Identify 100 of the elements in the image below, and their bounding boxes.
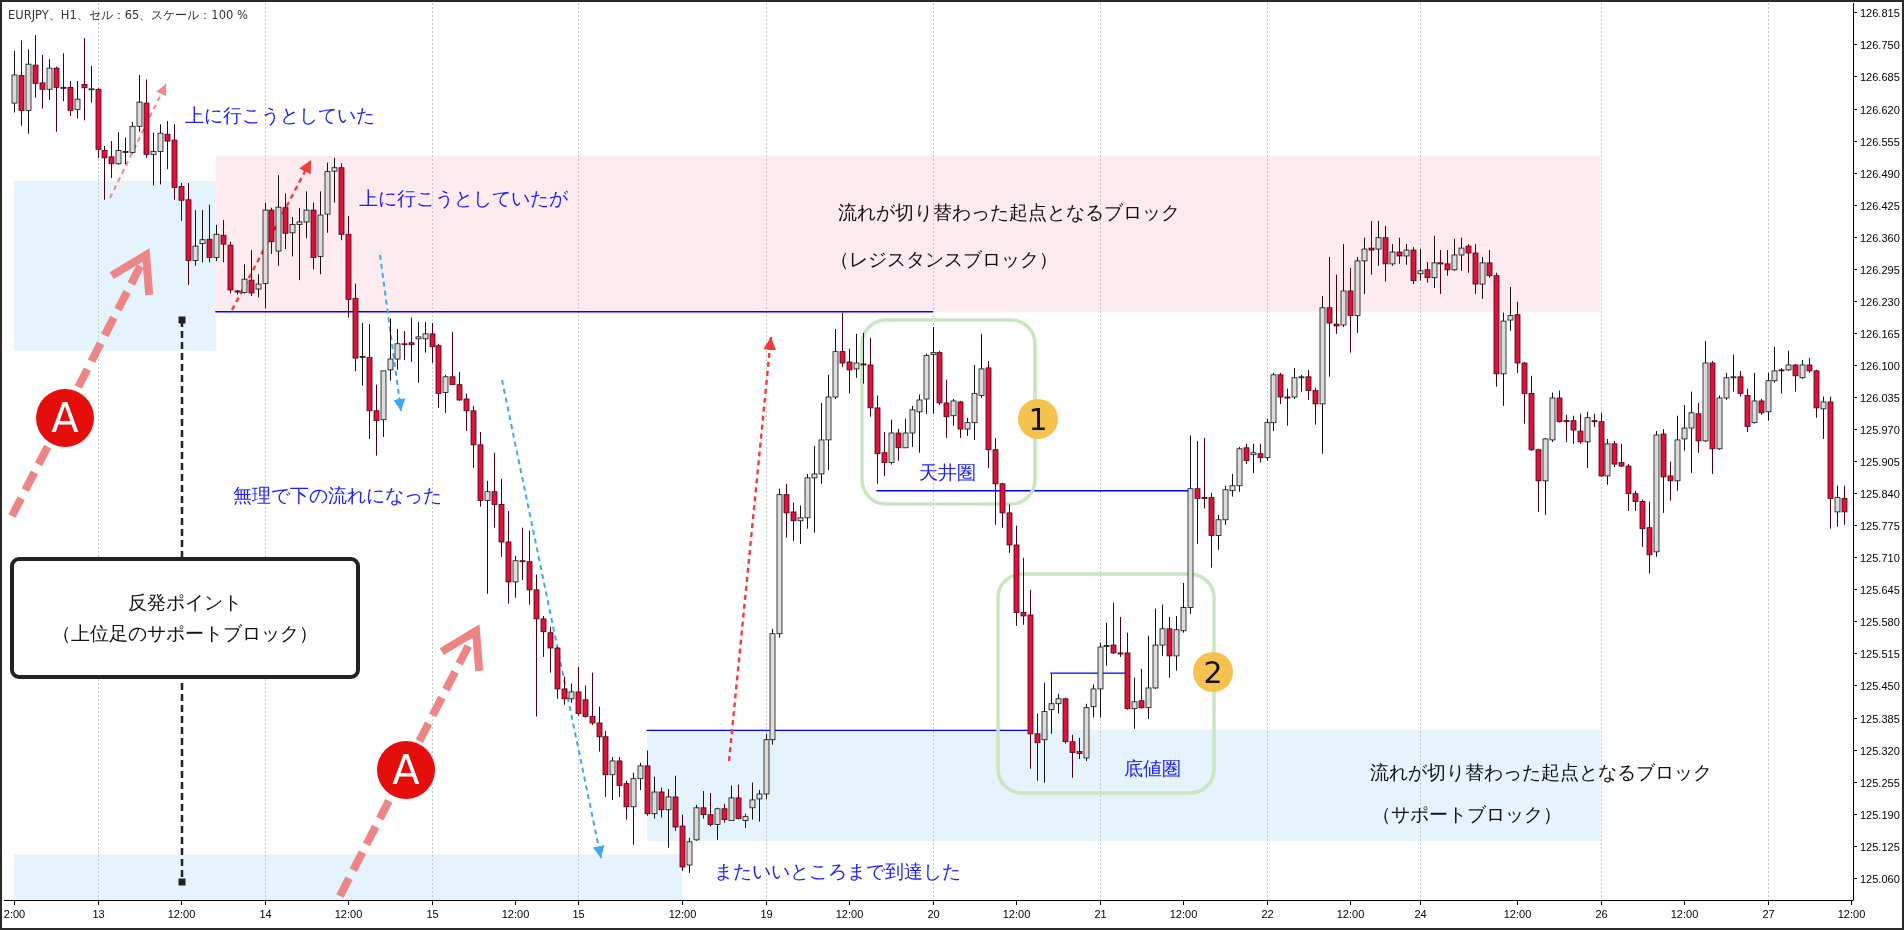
- candlestick: [686, 837, 693, 874]
- y-tick-label: 126.555: [1860, 135, 1900, 148]
- annotation: またいいところまで到達した: [714, 860, 961, 882]
- y-tick-label: 125.450: [1860, 679, 1900, 692]
- y-tick-label: 125.385: [1860, 712, 1900, 725]
- x-tick-label: 19: [760, 908, 773, 920]
- candlestick: [1389, 243, 1396, 267]
- y-tick-label: 126.035: [1860, 391, 1900, 404]
- candlestick: [192, 209, 199, 267]
- candlestick: [1417, 248, 1424, 282]
- annotation: （サポートブロック）: [1372, 803, 1562, 825]
- annotation: 反発ポイント: [128, 591, 242, 613]
- candlestick: [213, 224, 220, 262]
- y-tick-label: 125.190: [1860, 808, 1900, 821]
- candlestick: [1431, 235, 1438, 289]
- y-tick-label: 126.815: [1860, 6, 1900, 19]
- candlestick: [88, 65, 95, 104]
- x-tick-label: 22: [1261, 908, 1274, 920]
- x-tick-label: 12:00: [334, 908, 363, 920]
- candlestick: [199, 209, 206, 263]
- candlestick: [950, 398, 957, 427]
- candlestick: [658, 787, 665, 819]
- candlestick: [248, 249, 255, 297]
- candlestick: [484, 480, 491, 595]
- candlestick: [1479, 256, 1486, 300]
- candlestick: [728, 785, 735, 822]
- x-tick-label: 12:00: [167, 908, 196, 920]
- x-tick-label: 2:00: [3, 908, 26, 920]
- candlestick: [665, 788, 672, 849]
- candlestick: [1131, 677, 1138, 730]
- candlestick: [1250, 443, 1257, 474]
- candlestick: [714, 807, 721, 841]
- x-tick-label: 12:00: [501, 908, 530, 920]
- annotation: 上に行こうとしていた: [185, 104, 375, 126]
- y-tick-label: 126.750: [1860, 38, 1900, 51]
- y-tick-label: 125.060: [1860, 872, 1900, 885]
- candlestick: [74, 80, 81, 119]
- y-tick-label: 125.580: [1860, 615, 1900, 628]
- candlestick: [1396, 237, 1403, 265]
- candlestick: [1785, 350, 1792, 372]
- y-tick-label: 125.970: [1860, 423, 1900, 436]
- candlestick: [1243, 443, 1250, 465]
- y-tick-label: 125.645: [1860, 583, 1900, 596]
- candlestick: [1841, 485, 1848, 526]
- annotation: A: [51, 395, 80, 441]
- annotation: 上に行こうとしていたが: [359, 187, 569, 209]
- x-tick-label: 15: [426, 908, 439, 920]
- annotation: 天井圏: [918, 461, 976, 483]
- y-tick-label: 126.685: [1860, 70, 1900, 83]
- candlestick: [206, 204, 213, 263]
- y-tick-label: 125.840: [1860, 487, 1900, 500]
- annotation: 1: [1028, 401, 1048, 437]
- candlestick: [46, 58, 53, 101]
- candlestick: [853, 333, 860, 379]
- x-tick-label: 15: [572, 908, 585, 920]
- candlestick: [512, 555, 519, 599]
- candlestick: [721, 803, 728, 824]
- y-tick-label: 126.100: [1860, 359, 1900, 372]
- annotation: 2: [1203, 654, 1223, 690]
- annotation: （レジスタンスブロック）: [830, 248, 1058, 270]
- x-tick-label: 14: [259, 908, 272, 920]
- y-tick-label: 125.125: [1860, 840, 1900, 853]
- candlestick: [568, 683, 575, 704]
- y-tick-label: 125.320: [1860, 744, 1900, 757]
- x-tick-label: 20: [927, 908, 940, 920]
- candlestick: [1368, 220, 1375, 276]
- y-tick-label: 125.905: [1860, 455, 1900, 468]
- annotation: 底値圏: [1123, 757, 1181, 779]
- x-tick-label: 12:00: [1503, 908, 1532, 920]
- candlestick: [735, 784, 742, 821]
- x-tick-label: 12:00: [668, 908, 697, 920]
- x-tick-label: 12:00: [835, 908, 864, 920]
- y-tick-label: 126.165: [1860, 327, 1900, 340]
- x-tick-label: 27: [1762, 908, 1775, 920]
- candlestick: [1257, 443, 1264, 464]
- candlestick: [1737, 370, 1744, 398]
- candlestick: [651, 776, 658, 820]
- candlestick: [1424, 261, 1431, 284]
- annotation: 流れが切り替わった起点となるブロック: [1370, 761, 1712, 783]
- candlestick: [930, 326, 937, 415]
- y-tick-label: 126.230: [1860, 295, 1900, 308]
- candlestick: [241, 263, 248, 294]
- y-tick-label: 125.710: [1860, 551, 1900, 564]
- y-tick-label: 126.425: [1860, 199, 1900, 212]
- candlestick: [1778, 367, 1785, 395]
- x-tick-label: 21: [1094, 908, 1107, 920]
- x-tick-label: 12:00: [1336, 908, 1365, 920]
- y-tick-label: 125.255: [1860, 776, 1900, 789]
- x-tick-label: 12:00: [1169, 908, 1198, 920]
- y-tick-label: 125.515: [1860, 647, 1900, 660]
- x-tick-label: 12:00: [1670, 908, 1699, 920]
- candlestick: [359, 322, 366, 387]
- x-tick-label: 26: [1595, 908, 1608, 920]
- candlestick: [609, 756, 616, 801]
- candlestick: [442, 374, 449, 414]
- annotation: 流れが切り替わった起点となるブロック: [838, 201, 1180, 223]
- x-tick-label: 12:00: [1002, 908, 1031, 920]
- x-tick-label: 24: [1414, 908, 1427, 920]
- annotation: A: [392, 747, 421, 793]
- x-tick-label: 12:00: [1837, 908, 1866, 920]
